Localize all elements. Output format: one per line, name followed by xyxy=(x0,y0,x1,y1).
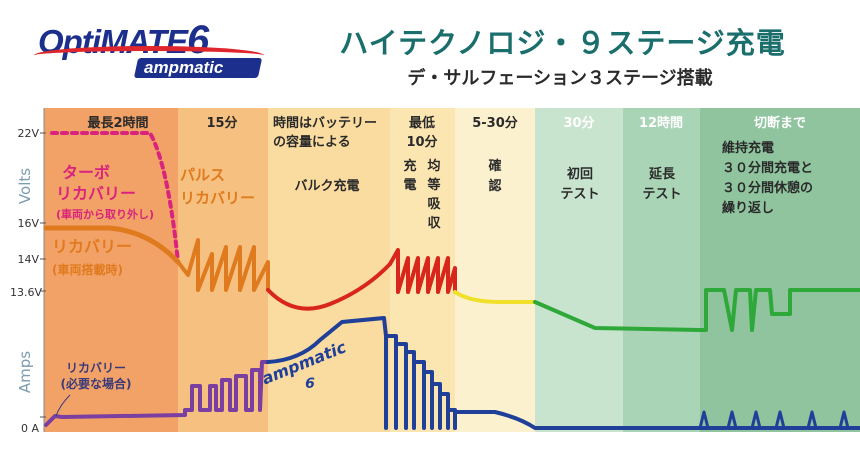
maint-label-2: ３０分間休憩の xyxy=(722,180,813,196)
stage-band-5 xyxy=(455,108,535,432)
stage-label-8: 切断まで xyxy=(754,115,806,131)
test2-label-1: テスト xyxy=(642,187,681,202)
verify-label-0: 確 xyxy=(488,158,501,174)
logo-swoosh xyxy=(34,46,264,65)
stage-band-3 xyxy=(268,108,390,432)
amp-recovery-pointer xyxy=(55,394,71,417)
amps-absorb-steps xyxy=(384,334,457,430)
page-title: ハイテクノロジ・９ステージ充電 xyxy=(339,26,786,60)
maint-label-1: ３０分間充電と xyxy=(722,160,813,176)
curves xyxy=(43,131,860,430)
maintenance-curve xyxy=(698,288,860,332)
absorption-curve xyxy=(388,248,457,294)
pulse-recovery-curve xyxy=(176,238,270,292)
absorb-col2-2: 吸 xyxy=(427,197,441,212)
test1-label-0: 初回 xyxy=(567,166,593,182)
absorb-col2-3: 収 xyxy=(427,216,441,231)
bulk-charge-curve xyxy=(266,262,392,311)
tick-22v: 22V xyxy=(17,127,39,140)
turbo-recovery-curve xyxy=(50,131,180,264)
y-axis: Volts Amps 22V 16V 14V 13.6V 0 A xyxy=(10,108,46,435)
stage-label-1: 最長2時間 xyxy=(87,115,148,131)
stage-label-3-line2: の容量による xyxy=(273,134,351,150)
turbo-label-2: リカバリー xyxy=(56,184,136,203)
absorb-col1-0: 充 xyxy=(403,158,416,174)
amps-recovery-curve xyxy=(44,360,270,427)
volts-axis-title: Volts xyxy=(16,168,34,204)
test2-label-0: 延長 xyxy=(648,166,676,182)
logo-ampmatic-text: ampmatic xyxy=(144,58,224,77)
amps-maint-pulses xyxy=(698,410,850,430)
amps-tail-curve xyxy=(453,410,860,430)
recovery-note: (車両搭載時) xyxy=(52,262,123,277)
stage-label-3-line1: 時間はバッテリー xyxy=(273,115,377,131)
stage-band-8 xyxy=(700,108,860,432)
amps-axis-title: Amps xyxy=(16,351,34,393)
turbo-label-1: ターボ xyxy=(62,163,110,182)
verify-label-1: 認 xyxy=(488,178,501,194)
stage-band-7 xyxy=(623,108,700,432)
page-subtitle: デ・サルフェーション３ステージ搭載 xyxy=(407,68,713,89)
test-curve xyxy=(533,300,702,332)
amp-recovery-label-2: (必要な場合) xyxy=(61,376,132,391)
absorb-col2-1: 等 xyxy=(426,177,440,193)
stage-band-1 xyxy=(44,108,178,432)
amps-bulk-curve xyxy=(266,316,388,430)
bulk-label: バルク充電 xyxy=(294,178,359,194)
verify-curve xyxy=(453,290,537,304)
stage-label-4-line1: 最低 xyxy=(409,115,435,131)
recovery-label: リカバリー xyxy=(52,237,132,256)
recovery-volt-curve xyxy=(43,225,181,265)
turbo-note: (車両から取り外し) xyxy=(56,207,154,221)
pulse-label-2: リカバリー xyxy=(180,189,255,207)
tick-0a: 0 A xyxy=(21,422,39,435)
pulse-label-1: パルス xyxy=(180,166,225,184)
stage-label-7: 12時間 xyxy=(639,115,683,131)
tick-16v: 16V xyxy=(17,217,39,230)
stage-label-4-line2: 10分 xyxy=(406,134,437,150)
ampmatic-watermark-6: 6 xyxy=(305,376,315,392)
maint-label-3: 繰り返し xyxy=(722,200,774,216)
absorb-col1-1: 電 xyxy=(403,178,416,193)
maint-label-0: 維持充電 xyxy=(722,140,774,156)
stage-label-2: 15分 xyxy=(206,115,237,131)
stage-label-6: 30分 xyxy=(563,115,594,131)
stage-label-5: 5-30分 xyxy=(472,115,518,131)
absorb-col2-0: 均 xyxy=(427,158,440,174)
tick-14v: 14V xyxy=(17,253,39,266)
stage-band-6 xyxy=(535,108,623,432)
test1-label-1: テスト xyxy=(560,187,599,202)
amp-recovery-label-1: リカバリー xyxy=(66,361,126,375)
tick-13-6v: 13.6V xyxy=(10,286,42,299)
optimate-logo: OptiMATE6 ampmatic xyxy=(32,16,272,86)
stage-bands xyxy=(44,108,860,432)
